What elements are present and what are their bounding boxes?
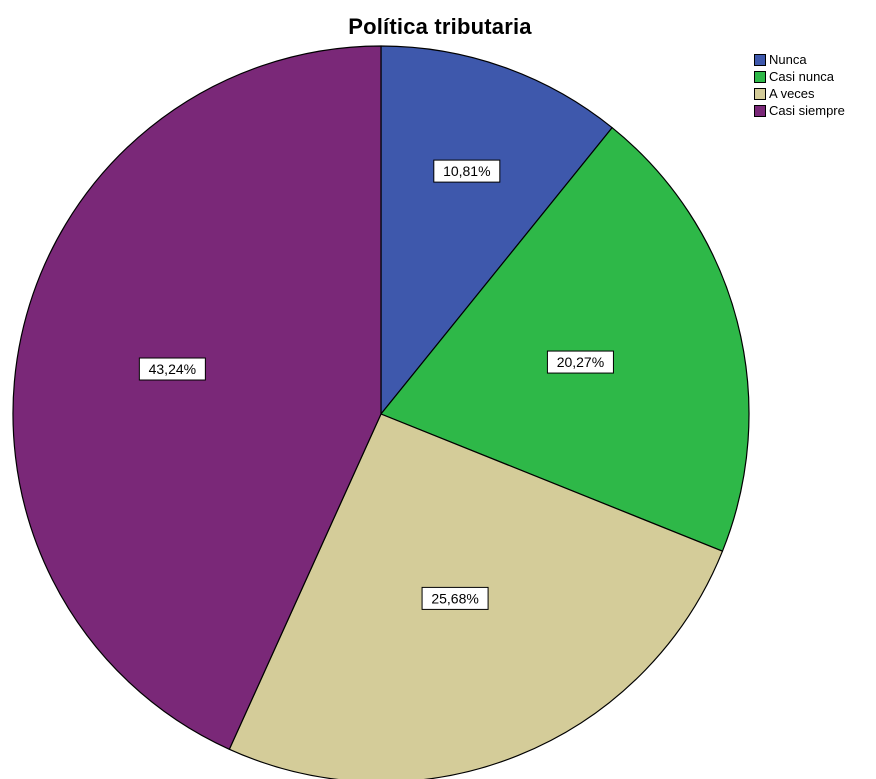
- slice-label-box: [546, 350, 614, 374]
- legend-item-nunca: Nunca: [754, 51, 845, 68]
- slice-label-text: 25,68%: [431, 590, 478, 606]
- chart-legend: Nunca Casi nunca A veces Casi siempre: [754, 51, 845, 119]
- slice-label-box: [138, 357, 206, 381]
- legend-swatch: [754, 70, 766, 83]
- legend-swatch: [754, 53, 766, 66]
- slice-label-box: [433, 159, 501, 183]
- legend-label: Nunca: [769, 52, 807, 67]
- slice-data-label: 43,24%: [138, 357, 206, 381]
- pie-slice-casi-nunca: [380, 127, 750, 552]
- pie-slice-nunca: [380, 45, 613, 415]
- slice-data-label: 10,81%: [433, 159, 501, 183]
- legend-label: A veces: [769, 86, 815, 101]
- slice-data-label: 20,27%: [546, 350, 614, 374]
- legend-label: Casi siempre: [769, 103, 845, 118]
- pie-slices: [12, 45, 750, 779]
- legend-item-casi-siempre: Casi siempre: [754, 102, 845, 119]
- legend-label: Casi nunca: [769, 69, 835, 84]
- legend-swatch: [754, 87, 766, 100]
- pie-data-labels: 10,81% 20,27% 25,68% 43,24%: [138, 159, 614, 610]
- legend-item-a-veces: A veces: [754, 85, 845, 102]
- legend-swatch: [754, 104, 766, 117]
- slice-data-label: 25,68%: [421, 586, 489, 610]
- slice-label-text: 43,24%: [149, 361, 196, 377]
- slice-label-box: [421, 586, 489, 610]
- slice-label-text: 20,27%: [557, 354, 604, 370]
- legend-item-casi-nunca: Casi nunca: [754, 68, 845, 85]
- pie-slice-casi-siempre: [12, 45, 382, 750]
- chart-title: Política tributaria: [348, 14, 532, 39]
- slice-label-text: 10,81%: [443, 163, 490, 179]
